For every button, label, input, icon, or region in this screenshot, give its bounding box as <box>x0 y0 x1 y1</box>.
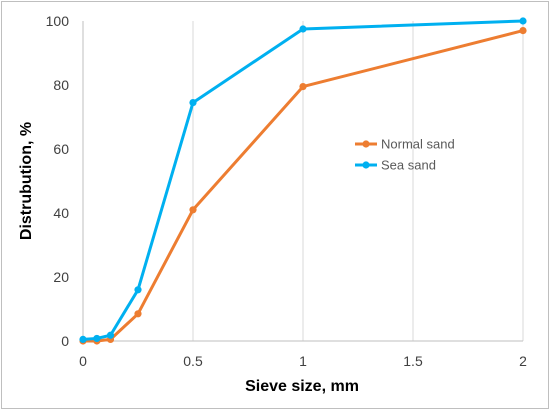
y-tick-label: 0 <box>61 333 69 349</box>
normal-sand-legend-label: Normal sand <box>381 137 455 152</box>
x-tick-label: 1 <box>299 353 307 369</box>
series-group <box>79 17 527 345</box>
normal-sand-point <box>189 206 197 214</box>
x-axis-label: Sieve size, mm <box>245 378 359 395</box>
sea-sand-legend-label: Sea sand <box>381 158 436 173</box>
x-tick-label: 2 <box>519 353 527 369</box>
grid-lines <box>192 21 524 341</box>
y-tick-label: 60 <box>53 141 69 157</box>
normal-sand-point <box>299 83 307 91</box>
sea-sand-point <box>93 334 101 343</box>
y-tick-label: 80 <box>53 77 69 93</box>
sea-sand-point <box>79 335 87 343</box>
sea-sand-point <box>106 331 115 339</box>
normal-sand-point <box>134 310 142 318</box>
y-tick-label: 100 <box>46 13 70 29</box>
y-axis-label: Distrubution, % <box>18 122 35 240</box>
x-tick-label: 1.5 <box>403 353 423 369</box>
axes <box>82 21 523 342</box>
sea-sand-point <box>519 17 527 25</box>
legend: Normal sand Sea sand <box>355 137 455 173</box>
sea-sand-legend-marker <box>362 161 370 169</box>
sea-sand-point <box>299 25 307 33</box>
normal-sand-legend-marker <box>362 140 370 148</box>
sea-sand-point <box>134 286 142 294</box>
x-tick-label: 0.5 <box>183 353 203 369</box>
x-tick-label: 0 <box>79 353 87 369</box>
y-tick-label: 20 <box>53 269 69 285</box>
y-tick-label: 40 <box>53 205 69 221</box>
normal-sand-point <box>519 27 527 35</box>
sea-sand-point <box>189 99 197 107</box>
